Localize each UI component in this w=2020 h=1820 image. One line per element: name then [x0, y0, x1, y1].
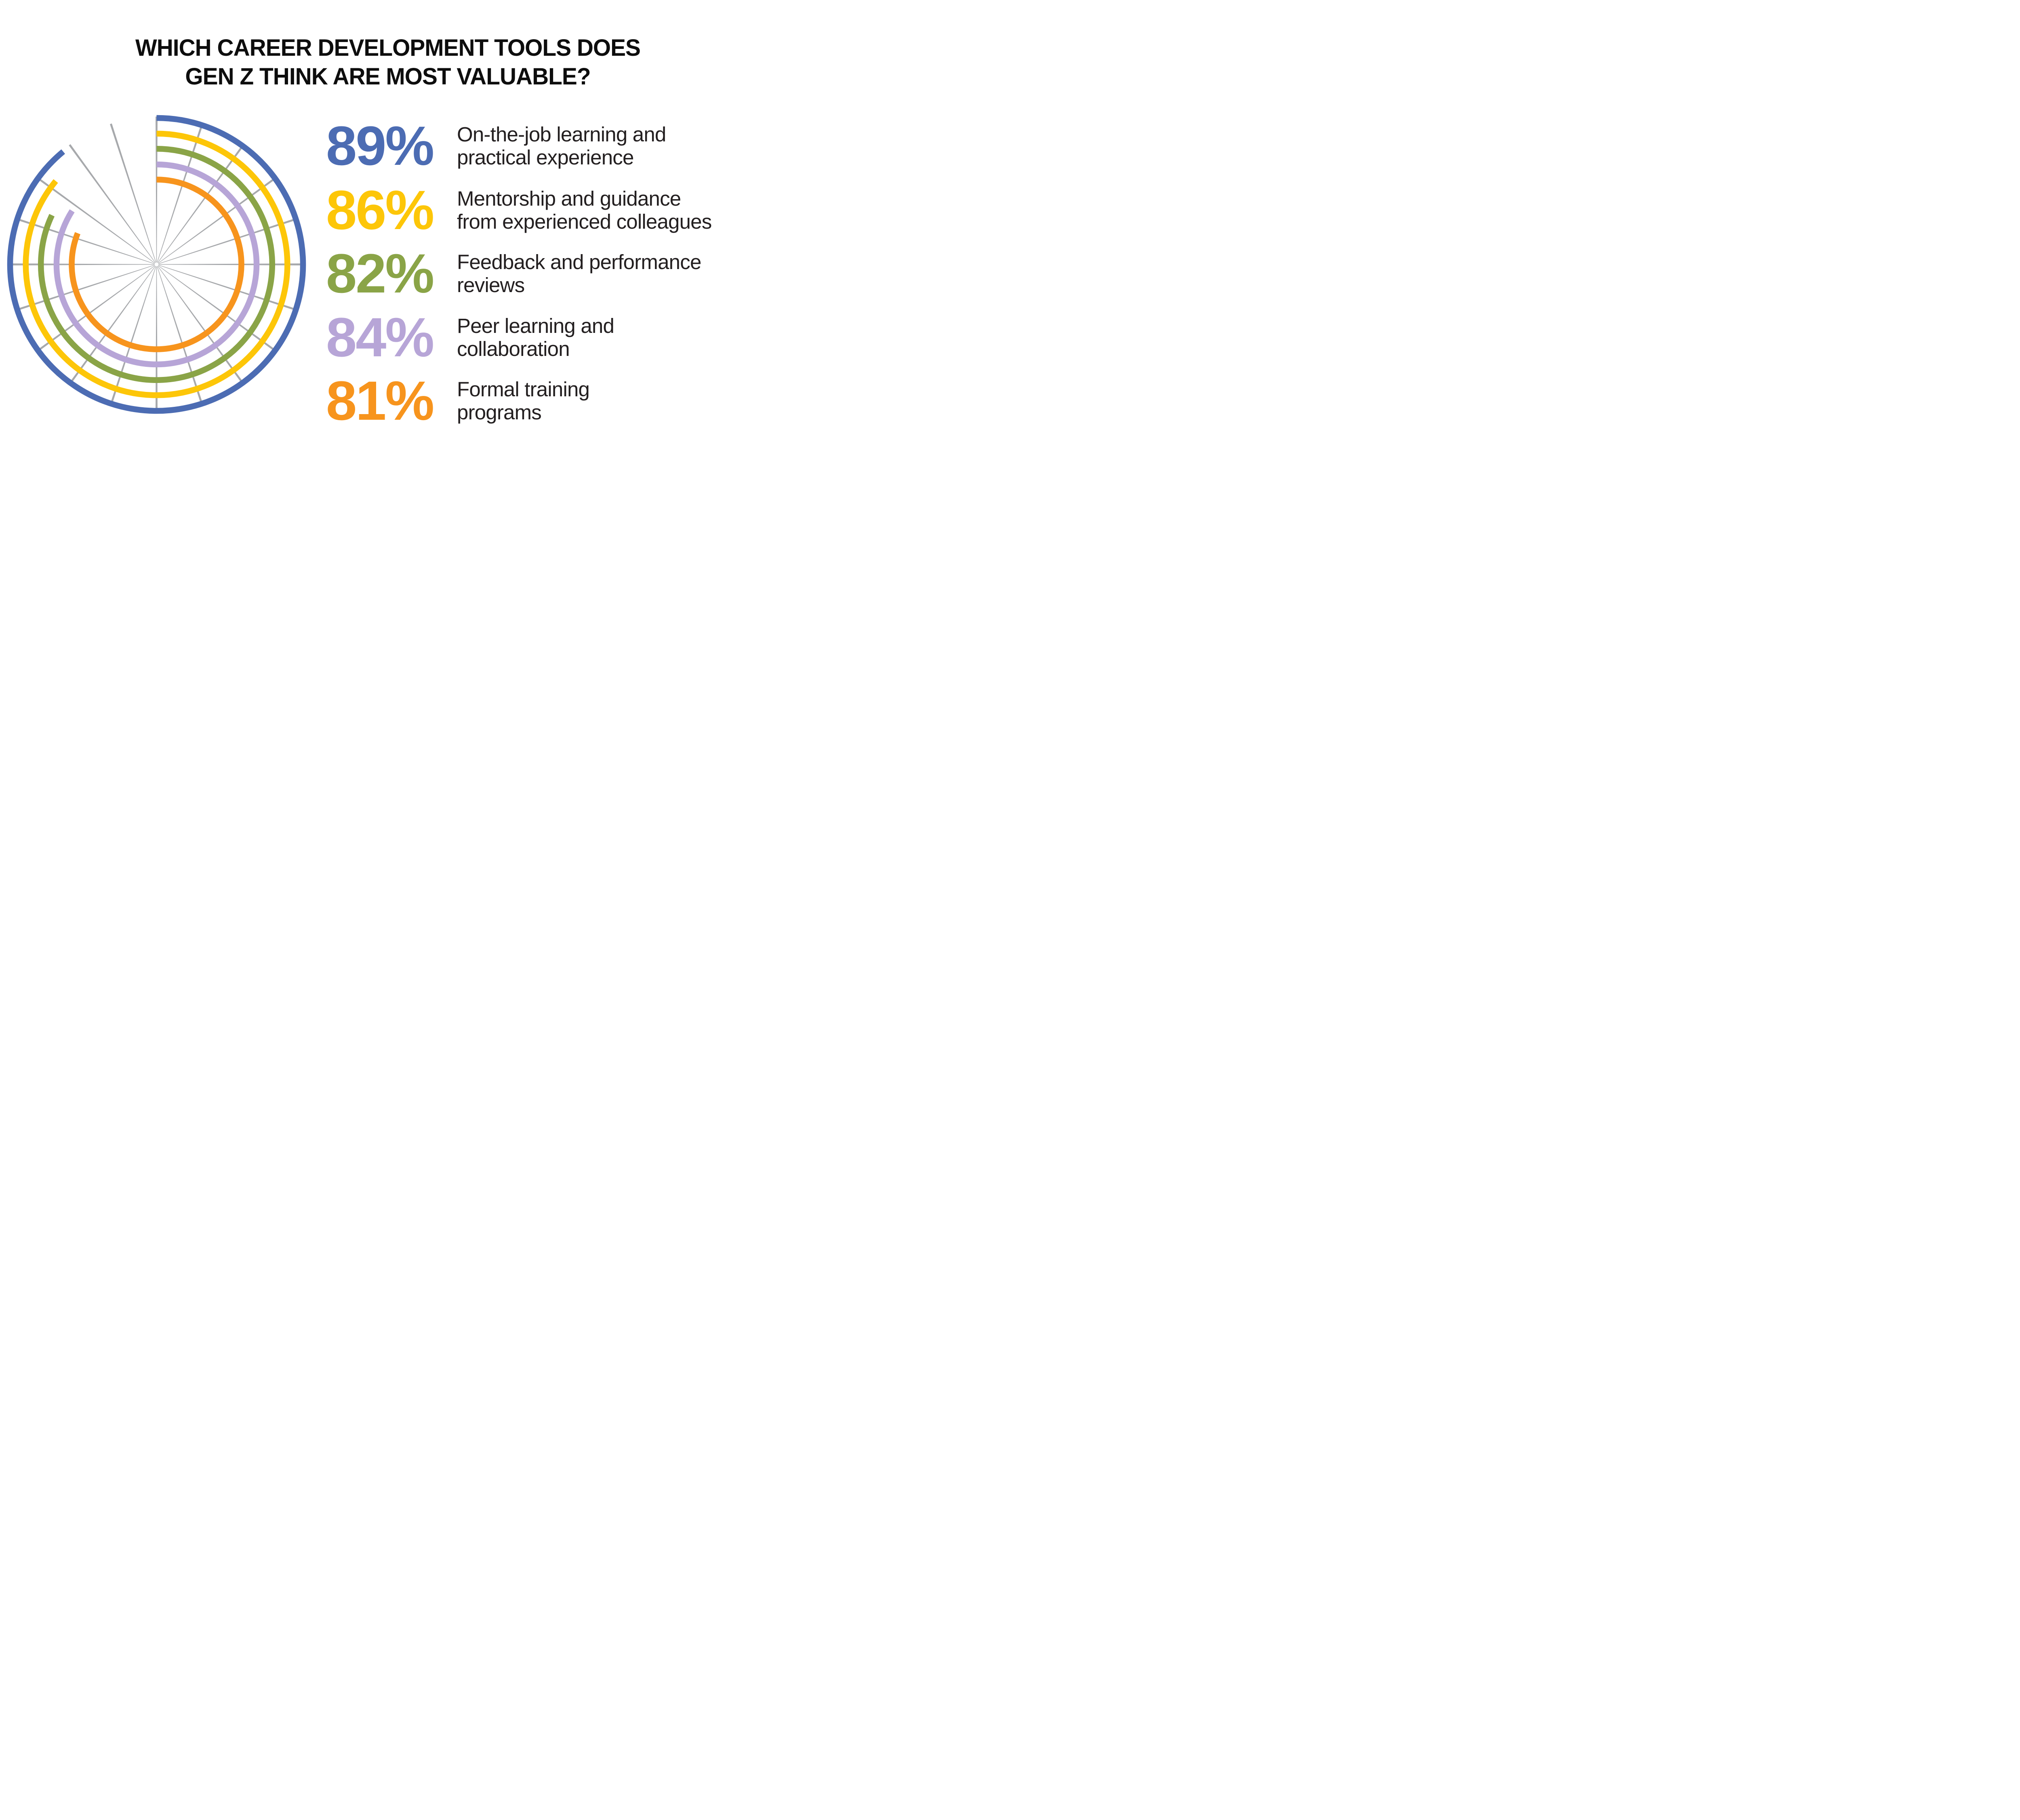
grid-spoke — [157, 266, 203, 406]
stat-label-line: programs — [457, 401, 542, 424]
value-arc-4 — [53, 161, 260, 368]
stat-label-line: Feedback and performance — [457, 250, 701, 274]
stat-label-line: Formal training — [457, 378, 590, 401]
grid-spoke — [69, 266, 156, 385]
value-arc-1 — [7, 115, 306, 414]
stat-label-line: collaboration — [457, 337, 570, 360]
stat-label-line: Mentorship and guidance — [457, 187, 681, 210]
value-arcs — [7, 115, 306, 414]
stat-label: Mentorship and guidance from experienced… — [457, 187, 712, 233]
stat-label: Formal training programs — [457, 378, 590, 424]
grid-spoke — [15, 265, 155, 311]
title-line-1: WHICH CAREER DEVELOPMENT TOOLS DOES — [135, 35, 641, 61]
stat-value: 82% — [326, 242, 434, 305]
stat-row-feedback: 82% Feedback and performance reviews — [326, 245, 728, 302]
stat-label: On-the-job learning and practical experi… — [457, 123, 666, 169]
grid-spoke — [110, 123, 156, 263]
grid-spoke — [36, 177, 155, 264]
stat-value: 84% — [326, 306, 434, 368]
stat-label-line: practical experience — [457, 146, 634, 169]
stat-row-mentorship: 86% Mentorship and guidance from experie… — [326, 182, 728, 238]
stat-label-line: Peer learning and — [457, 314, 614, 337]
stats-list: 89% On-the-job learning and practical ex… — [326, 0, 728, 455]
grid-spoke — [36, 265, 155, 352]
page-title: WHICH CAREER DEVELOPMENT TOOLS DOES GEN … — [71, 34, 705, 91]
grid-spokes — [8, 116, 305, 412]
stat-value: 86% — [326, 179, 434, 241]
grid-spoke — [157, 123, 203, 263]
stat-label-line: from experienced colleagues — [457, 210, 712, 233]
grid-spoke — [158, 177, 277, 264]
value-arc-2 — [23, 130, 290, 398]
stat-value: 89% — [326, 115, 434, 177]
stat-label-line: reviews — [457, 274, 525, 297]
grid-spoke — [157, 266, 244, 385]
stat-row-on-the-job: 89% On-the-job learning and practical ex… — [326, 118, 728, 174]
grid-spoke — [8, 263, 155, 265]
grid-spoke — [158, 265, 277, 352]
stat-row-peer-learning: 84% Peer learning and collaboration — [326, 309, 728, 366]
grid-spoke — [157, 144, 244, 263]
value-arc-3 — [38, 146, 275, 383]
stat-label-line: On-the-job learning and — [457, 123, 666, 146]
stat-label: Peer learning and collaboration — [457, 314, 614, 360]
infographic-page: WHICH CAREER DEVELOPMENT TOOLS DOES GEN … — [0, 0, 728, 455]
stat-label: Feedback and performance reviews — [457, 250, 701, 297]
stat-value: 81% — [326, 370, 434, 432]
grid-spoke — [69, 144, 156, 263]
title-line-2: GEN Z THINK ARE MOST VALUABLE? — [185, 63, 591, 90]
grid-spoke — [15, 218, 155, 264]
grid-spoke — [156, 116, 158, 263]
grid-spoke — [158, 265, 298, 311]
stat-row-formal-training: 81% Formal training programs — [326, 372, 728, 429]
radial-bar-chart — [7, 115, 306, 414]
value-arc-5 — [69, 177, 244, 352]
grid-spoke — [158, 218, 298, 264]
grid-spoke — [158, 263, 305, 265]
grid-spoke — [156, 266, 158, 412]
grid-spoke — [110, 266, 156, 406]
